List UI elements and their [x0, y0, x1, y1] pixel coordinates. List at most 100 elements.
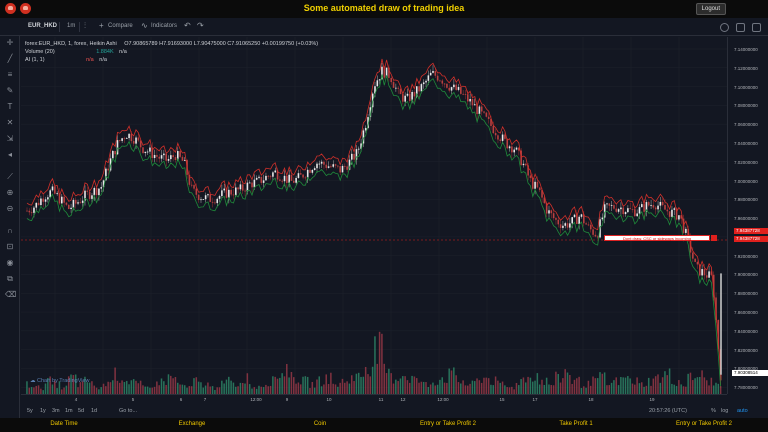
- volume-bar: [657, 374, 659, 394]
- candle-body: [652, 205, 655, 208]
- logout-button[interactable]: Logout: [695, 3, 726, 15]
- price-chart[interactable]: [21, 37, 727, 394]
- volume-bar: [471, 380, 474, 394]
- footer-coin[interactable]: Coin: [313, 421, 327, 427]
- volume-bar: [608, 385, 611, 394]
- range-1m[interactable]: 1m: [65, 408, 73, 414]
- volume-bar: [671, 383, 673, 394]
- trash-icon[interactable]: ⌫: [5, 290, 17, 299]
- candle-body: [536, 181, 539, 188]
- layers-icon[interactable]: ⧉: [7, 274, 13, 283]
- volume-bar: [142, 385, 144, 394]
- idea-annotation[interactable]: Dont draw, CSC or sideways incoming: [604, 235, 710, 241]
- candle-body: [471, 98, 474, 106]
- volume-bar: [467, 385, 469, 394]
- prediction-icon[interactable]: ⇲: [6, 134, 14, 143]
- candle-body: [258, 176, 260, 178]
- range-5d[interactable]: 5d: [78, 408, 85, 414]
- candle-body: [130, 133, 133, 142]
- indicators-icon[interactable]: ∿: [141, 21, 148, 30]
- candle-body: [281, 180, 283, 182]
- fib-icon[interactable]: ≡: [7, 70, 13, 79]
- eye-icon[interactable]: ◉: [6, 258, 14, 267]
- footer-entry-2[interactable]: Entry or Take Profit 2: [676, 421, 732, 427]
- candle-body: [543, 197, 546, 204]
- footer-entry-1[interactable]: Entry or Take Profit 2: [420, 421, 476, 427]
- screenshot-icon[interactable]: [752, 23, 761, 32]
- volume-bar: [183, 385, 186, 394]
- go-to-date[interactable]: Go to...: [119, 408, 138, 414]
- range-1d[interactable]: 1d: [91, 408, 98, 414]
- time-tick-label: 12: [400, 397, 406, 402]
- price-tick-label: 7.92000000: [734, 253, 758, 259]
- time-axis[interactable]: 4 5 6 7 12:00 9 10 11 12 12:00 15 17 18 19: [21, 394, 727, 404]
- log-toggle[interactable]: log: [721, 408, 729, 414]
- candle-body: [279, 179, 281, 181]
- lock-icon[interactable]: ⊡: [6, 242, 14, 251]
- volume-bar: [545, 377, 548, 394]
- volume-bar: [413, 376, 416, 394]
- candle-body: [708, 271, 710, 278]
- undo-icon[interactable]: ↶: [184, 21, 191, 30]
- volume-bar: [603, 372, 606, 394]
- volume-bar: [536, 373, 539, 394]
- candle-body: [506, 138, 509, 149]
- candle-body: [81, 200, 84, 203]
- zoom-in-icon[interactable]: ⊕: [6, 188, 14, 197]
- volume-bar: [139, 380, 142, 394]
- candle-body: [235, 187, 237, 196]
- candle-body: [125, 138, 128, 139]
- footer-date-time[interactable]: Date Time: [50, 421, 78, 427]
- candle-body: [190, 184, 193, 186]
- range-1y[interactable]: 1y: [40, 408, 46, 414]
- ruler-icon[interactable]: ⟋: [7, 172, 13, 181]
- watermark[interactable]: ☁ Chart by TradingView: [30, 378, 90, 384]
- volume-bar: [355, 373, 358, 394]
- candle-body: [548, 210, 550, 214]
- candle-body: [35, 202, 38, 208]
- volume-bar: [42, 390, 44, 394]
- volume-bar: [434, 385, 437, 394]
- candle-style-icon[interactable]: ⫶: [84, 21, 86, 30]
- settings-icon[interactable]: [720, 23, 729, 32]
- volume-bar: [689, 372, 692, 394]
- redo-icon[interactable]: ↷: [197, 21, 204, 30]
- candle-body: [239, 184, 242, 190]
- volume-bar: [367, 374, 369, 394]
- percent-toggle[interactable]: %: [711, 408, 716, 414]
- magnet-icon[interactable]: ∩: [7, 226, 13, 235]
- indicators-button[interactable]: Indicators: [151, 23, 178, 29]
- candle-body: [170, 155, 172, 160]
- fullscreen-icon[interactable]: [736, 23, 745, 32]
- range-3m[interactable]: 3m: [52, 408, 60, 414]
- trend-line-icon[interactable]: ╱: [7, 54, 13, 63]
- volume-bar: [37, 385, 40, 394]
- page-title: Some automated draw of trading idea: [303, 3, 465, 13]
- volume-bar: [399, 378, 402, 394]
- pattern-icon[interactable]: ✕: [6, 118, 14, 127]
- volume-bar: [353, 381, 355, 394]
- volume-bar: [47, 378, 49, 394]
- price-tick-label: 7.00000000: [734, 178, 758, 184]
- text-icon[interactable]: T: [7, 102, 13, 111]
- footer-exchange[interactable]: Exchange: [178, 421, 206, 427]
- chart-legend: forex:EUR_HKD, 1, forex, Heikin Ashi O7.…: [25, 40, 318, 64]
- interval-button[interactable]: 1m: [67, 23, 76, 29]
- candle-body: [297, 173, 300, 178]
- crosshair-icon[interactable]: ✛: [6, 38, 14, 47]
- candle-body: [135, 137, 137, 144]
- hide-tools-icon[interactable]: ◂: [7, 150, 12, 159]
- compare-icon[interactable]: +: [99, 21, 104, 30]
- compare-button[interactable]: Compare: [108, 23, 133, 29]
- brush-icon[interactable]: ✎: [6, 86, 14, 95]
- footer-take-profit-1[interactable]: Take Profit 1: [559, 421, 593, 427]
- price-axis[interactable]: 7.14000000 7.12000000 7.10000000 7.08000000…: [727, 37, 768, 394]
- range-5y[interactable]: 5y: [27, 408, 33, 414]
- volume-bar: [232, 382, 235, 394]
- volume-bar: [262, 387, 265, 394]
- symbol-search[interactable]: EUR_HKD: [28, 23, 58, 29]
- volume-bar: [620, 377, 622, 394]
- candle-body: [453, 84, 455, 88]
- auto-toggle[interactable]: auto: [737, 408, 748, 414]
- zoom-out-icon[interactable]: ⊖: [6, 204, 14, 213]
